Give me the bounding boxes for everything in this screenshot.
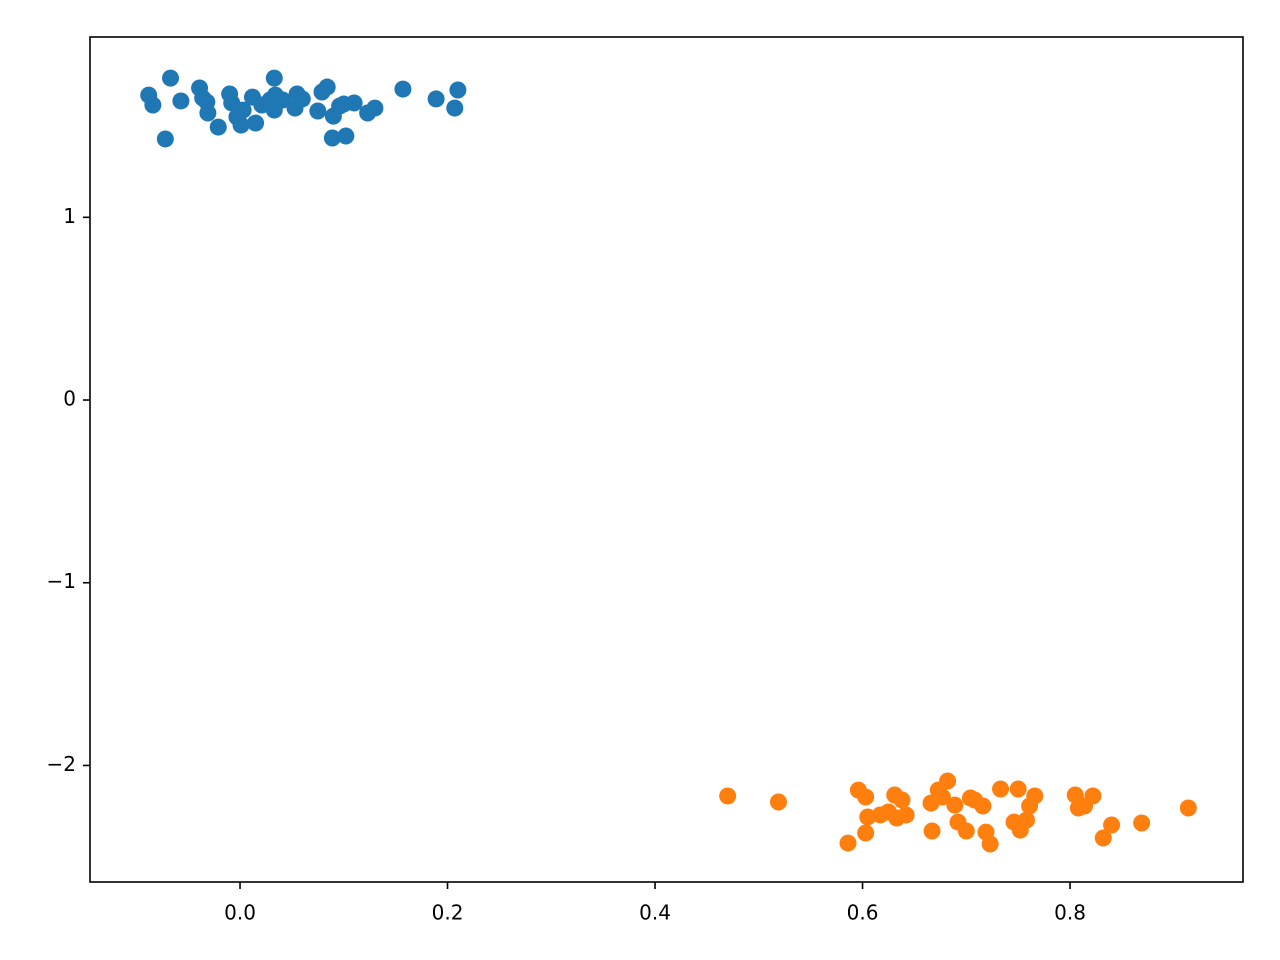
x-tick-label: 0.8 [1054,901,1086,925]
point [318,78,336,96]
point [1026,787,1044,805]
point [199,104,217,122]
point [337,127,355,145]
point [939,772,957,790]
point [893,791,911,809]
point [974,797,992,815]
point [992,780,1010,798]
x-tick-label: 0.0 [224,901,256,925]
point [857,824,875,842]
point [957,822,975,840]
point [144,96,162,114]
point [274,91,292,109]
x-tick-label: 0.4 [639,901,671,925]
point [857,788,875,806]
point [345,94,363,112]
point [719,787,737,805]
point [859,808,877,826]
point [981,835,999,853]
point [946,796,964,814]
point [923,822,941,840]
point [172,92,190,110]
point [1179,799,1197,817]
x-tick-label: 0.2 [432,901,464,925]
point [323,129,341,147]
point [1084,787,1102,805]
point [1103,816,1121,834]
point [839,834,857,852]
point [1133,814,1151,832]
point [427,90,445,108]
point [1017,811,1035,829]
x-tick-label: 0.6 [847,901,879,925]
y-tick-label: 0 [63,387,76,411]
point [449,81,467,99]
point [1094,829,1112,847]
point [156,130,174,148]
point [1009,780,1027,798]
point [309,102,327,120]
point [933,788,951,806]
point [232,116,250,134]
point [897,806,915,824]
point [293,90,311,108]
point [234,101,252,119]
point [209,118,227,136]
point [366,99,384,117]
y-tick-label: 1 [63,204,76,228]
point [394,80,412,98]
point [265,69,283,87]
point [162,69,180,87]
plot-frame [89,36,1244,883]
point [446,99,464,117]
y-tick-label: −2 [47,752,76,776]
point [247,114,265,132]
y-tick-label: −1 [47,569,76,593]
point [770,793,788,811]
